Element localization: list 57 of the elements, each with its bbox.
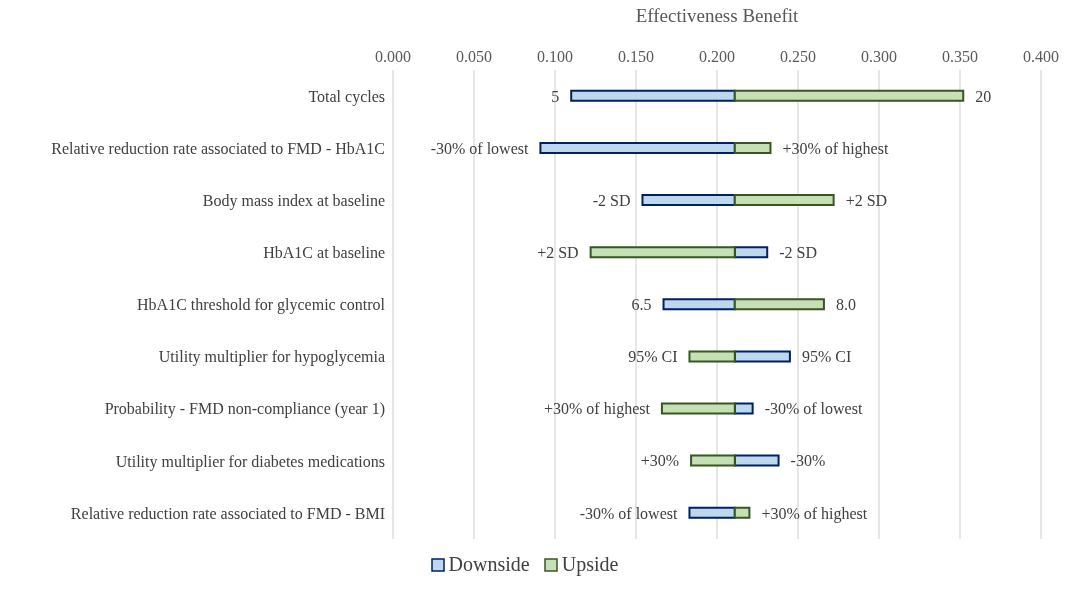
y-tick-label: HbA1C at baseline: [263, 244, 385, 262]
y-tick-label: Body mass index at baseline: [202, 191, 385, 210]
annotation: +30%: [640, 452, 680, 470]
y-tick-label: Utility multiplier for diabetes medications: [115, 452, 385, 471]
y-tick-label: HbA1C threshold for glycemic control: [137, 296, 386, 315]
annotation: -30% of lowest: [579, 504, 679, 522]
annotation: -30%: [790, 452, 826, 470]
bar: [570, 89, 736, 102]
x-tick-label: 0.200: [699, 48, 735, 65]
bar: [733, 350, 791, 363]
x-tick-label: 0.250: [780, 48, 816, 65]
bar: [733, 141, 772, 154]
annotation: 8.0: [835, 296, 856, 314]
annotation: -2 SD: [592, 191, 631, 209]
bar: [733, 89, 965, 102]
y-tick-label: Relative reduction rate associated to FMD - BMI: [70, 504, 385, 522]
bar: [688, 506, 736, 519]
y-tick-label: Utility multiplier for hypoglycemia: [158, 348, 385, 367]
y-tick-label: Relative reduction rate associated to FMD - HbA1C: [51, 139, 385, 157]
annotation: -30% of lowest: [764, 400, 863, 418]
annotation: +30% of highest: [544, 400, 651, 419]
legend-label: Upside: [560, 553, 619, 576]
x-tick-label: 0.050: [456, 48, 492, 65]
bar: [733, 194, 835, 207]
annotation: 95% CI: [628, 348, 678, 366]
bar: [690, 454, 736, 467]
x-tick-label: 0.350: [942, 48, 978, 65]
annotation: 95% CI: [801, 348, 852, 366]
annotation: -30% of lowest: [430, 139, 529, 157]
annotation: -2 SD: [779, 243, 817, 261]
x-tick-label: 0.100: [537, 48, 573, 65]
annotation: 6.5: [631, 296, 652, 314]
bar: [733, 298, 825, 311]
annotation: +30% of highest: [782, 139, 889, 158]
y-tick-label: Probability - FMD non-compliance (year 1): [104, 400, 385, 419]
bar: [733, 246, 769, 259]
x-tick-label: 0.300: [861, 48, 897, 65]
annotation: 5: [551, 87, 560, 105]
x-axis-title: Effectiveness Benefit: [635, 4, 800, 26]
x-tick-label: 0.000: [375, 48, 411, 65]
bar: [733, 506, 751, 519]
annotation: +2 SD: [537, 243, 579, 261]
bar: [733, 402, 754, 415]
bar: [733, 454, 780, 467]
annotation: +2 SD: [845, 191, 888, 209]
bar: [662, 298, 736, 311]
bar: [589, 246, 736, 259]
x-tick-label: 0.150: [618, 48, 654, 65]
bar: [660, 402, 736, 415]
bar: [641, 194, 736, 207]
annotation: 20: [975, 87, 992, 105]
y-tick-label: Total cycles: [308, 87, 385, 106]
x-tick-label: 0.400: [1023, 48, 1059, 65]
legend-label: Downside: [447, 553, 530, 576]
bar: [688, 350, 736, 363]
annotation: +30% of highest: [761, 504, 868, 523]
bar: [539, 141, 736, 154]
